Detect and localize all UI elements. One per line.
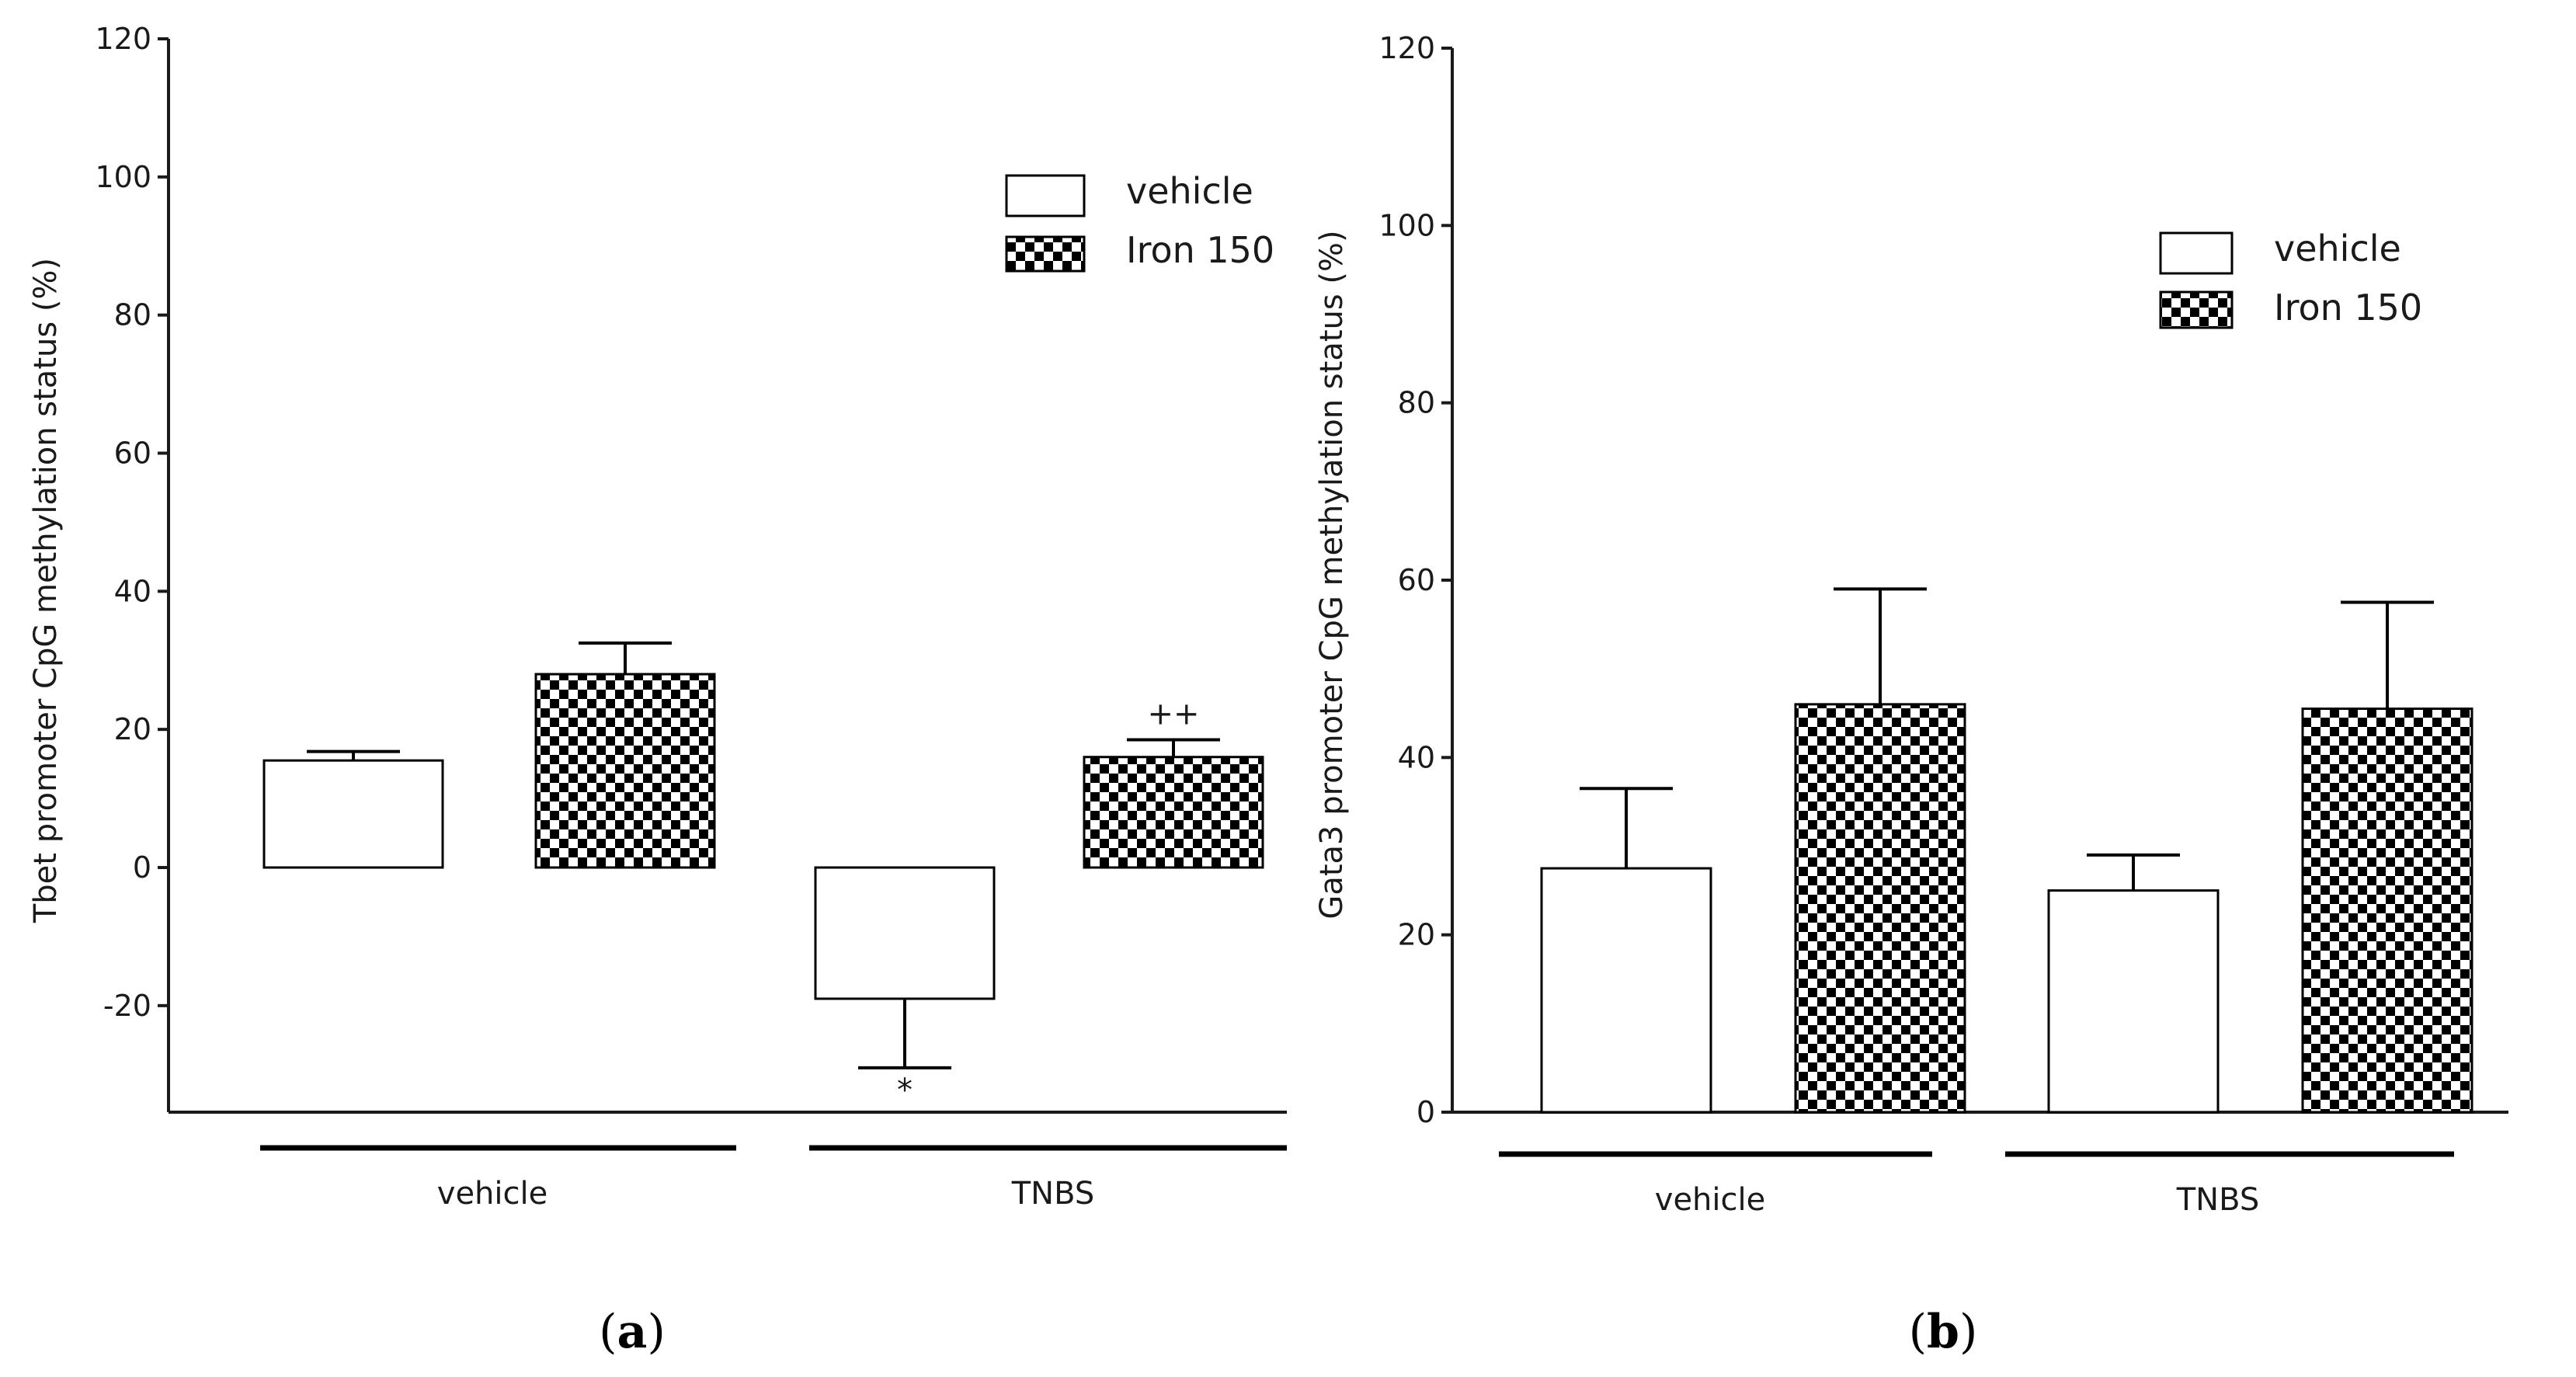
panel-a-y-tick-label: 40 — [114, 574, 151, 608]
panel-b-y-tick-label: 100 — [1378, 208, 1435, 242]
panel-b-y-tick-label: 60 — [1398, 563, 1435, 597]
panel-b-y-tick-label: 40 — [1398, 740, 1435, 774]
panel-b-legend-label-vehicle: vehicle — [2274, 228, 2401, 269]
panel-a-group-label-vehicle: vehicle — [437, 1176, 548, 1212]
panel-a-y-tick-label: 120 — [95, 22, 151, 56]
panel-a-bar-iron-tnbs — [1083, 756, 1264, 869]
panel-b-error-bar — [1580, 787, 1673, 869]
panel-b-bar-iron-vehicle — [1794, 703, 1966, 1114]
panel-a-error-bar — [858, 998, 951, 1069]
panel-a-y-tick-label: 100 — [95, 160, 151, 194]
panel-b-error-bar — [2341, 600, 2434, 709]
panel-a-error-bar — [579, 642, 672, 675]
panel-b-y-tick-label: 80 — [1398, 386, 1435, 420]
panel-a-significance-mark: * — [897, 1073, 913, 1108]
panel-b-legend-swatch-vehicle — [2159, 231, 2234, 275]
panel-a-bar-vehicle-vehicle — [262, 759, 444, 869]
panel-a-legend-label-vehicle: vehicle — [1126, 170, 1253, 212]
panel-b-legend-swatch-iron — [2159, 290, 2234, 329]
panel-a-significance-mark: ++ — [1147, 697, 1199, 732]
panel-a-label: (a) — [599, 1305, 666, 1359]
panel-b-y-tick-label: 120 — [1378, 31, 1435, 65]
panel-a-y-tick-label: 80 — [114, 298, 151, 332]
panel-b-y-tick-label: 20 — [1398, 918, 1435, 952]
panel-b-group-label-tnbs: TNBS — [2176, 1182, 2259, 1218]
panel-a-y-tick-label: 0 — [133, 850, 151, 885]
panel-a-y-label: Tbet promoter CpG methylation status (%) — [28, 258, 64, 923]
panel-a-bar-vehicle-tnbs — [814, 866, 996, 1000]
panel-a-y-tick-label: 20 — [114, 712, 151, 746]
panel-a-legend-swatch-iron — [1005, 235, 1086, 273]
panel-b-y-label: Gata3 promoter CpG methylation status (%… — [1314, 230, 1350, 919]
panel-a-error-bar — [1127, 738, 1220, 757]
panel-a-y-tick-label: 60 — [114, 436, 151, 471]
panel-b-label: (b) — [1909, 1305, 1978, 1359]
panel-a-legend-label-iron: Iron 150 — [1126, 229, 1274, 271]
panel-b-chart: 0 20 40 60 80 100 120 vehicle TNBS Gata3 promo… — [1314, 31, 2508, 1359]
panel-a-legend-swatch-vehicle — [1005, 174, 1086, 217]
panel-b-bar-vehicle-tnbs — [2047, 889, 2220, 1114]
panel-b-error-bar — [2087, 853, 2180, 891]
panel-a-chart: -20 0 20 40 60 80 100 120 * ++ vehicle TNBS Tbet… — [28, 22, 1287, 1359]
panel-b-y-tick-label: 0 — [1417, 1095, 1435, 1129]
panel-b-bar-vehicle-vehicle — [1540, 867, 1712, 1114]
panel-a-y-tick-label: -20 — [103, 989, 151, 1023]
panel-b-legend-label-iron: Iron 150 — [2274, 287, 2422, 329]
panel-a-bar-iron-vehicle — [534, 673, 716, 869]
panel-a-error-bar — [307, 749, 400, 761]
panel-b-bar-iron-tnbs — [2301, 708, 2473, 1114]
panel-a-group-label-tnbs: TNBS — [1011, 1176, 1094, 1212]
panel-b-group-label-vehicle: vehicle — [1655, 1182, 1765, 1218]
panel-b-error-bar — [1834, 587, 1927, 704]
